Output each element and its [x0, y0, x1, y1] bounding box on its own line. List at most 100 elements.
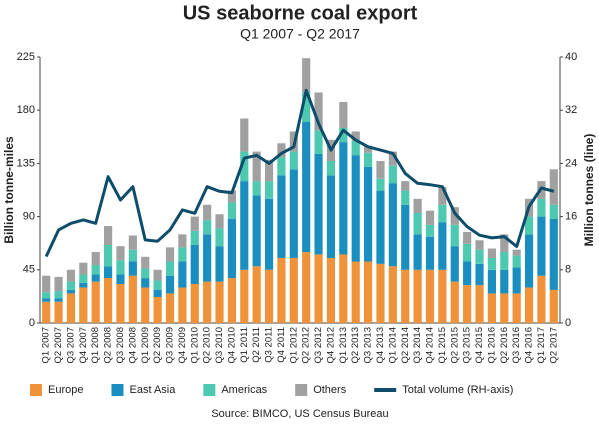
bar: [153, 280, 162, 290]
bar: [66, 293, 76, 323]
y-tick-label: 225: [17, 51, 35, 63]
bar: [438, 269, 447, 323]
bar: [463, 231, 472, 244]
bar: [302, 58, 311, 93]
bar: [252, 195, 261, 267]
bar: [66, 289, 76, 294]
x-tick-label: Q1 2008: [90, 327, 101, 363]
x-tick-label: Q1 2017: [536, 327, 547, 363]
bar: [549, 289, 558, 323]
bar: [512, 293, 521, 323]
bar: [42, 275, 51, 293]
bar: [227, 190, 236, 203]
bar: [104, 226, 113, 245]
x-tick-label: Q3 2012: [313, 327, 324, 363]
bar: [190, 244, 199, 284]
bar: [54, 301, 63, 323]
bar: [537, 275, 546, 323]
bar: [388, 165, 397, 184]
bar: [549, 204, 558, 219]
y2-tick-label: 40: [565, 51, 577, 63]
bar: [91, 252, 100, 266]
line: [44, 88, 555, 258]
x-tick-label: Q1 2013: [338, 327, 349, 363]
x-tick-label: Q2 2008: [103, 327, 114, 363]
x-tick-label: Q4 2007: [78, 327, 89, 363]
bar: [487, 269, 496, 294]
bar: [302, 92, 311, 123]
bar: [351, 155, 360, 262]
bar: [277, 175, 286, 258]
bar: [116, 283, 125, 323]
bar: [153, 289, 162, 297]
legend-label: Europe: [48, 384, 83, 396]
bar: [351, 261, 360, 323]
bar: [190, 283, 199, 323]
bar: [141, 278, 150, 288]
bar: [91, 265, 100, 275]
bar: [227, 218, 236, 279]
bar: [264, 181, 274, 199]
bar: [413, 269, 422, 323]
legend-marker: [203, 384, 216, 396]
bar: [79, 262, 88, 275]
bar: [475, 263, 484, 286]
bar: [463, 261, 472, 286]
bar: [549, 218, 558, 290]
legend-label: Others: [313, 384, 347, 396]
bar: [438, 204, 447, 223]
bar: [512, 267, 521, 294]
y2-tick-label: 24: [565, 157, 577, 169]
bar: [91, 274, 100, 282]
y2-axis-label: Million tonnes (line): [582, 134, 596, 247]
chart-subtitle: Q1 2007 - Q2 2017: [240, 26, 360, 42]
x-tick-label: Q1 2012: [288, 327, 299, 363]
x-tick-label: Q3 2010: [214, 327, 225, 363]
bar: [314, 254, 323, 323]
bar: [450, 224, 459, 247]
bar: [450, 246, 459, 282]
y-tick-label: 135: [17, 157, 35, 169]
bar: [326, 175, 336, 258]
bar: [289, 169, 298, 258]
bar: [203, 204, 212, 221]
x-tick-label: Q3 2015: [462, 327, 473, 363]
bar: [264, 159, 274, 182]
x-tick-label: Q2 2013: [350, 327, 361, 363]
bar: [500, 269, 509, 294]
bar: [339, 101, 348, 128]
y-tick-label: 90: [23, 211, 35, 223]
bar: [116, 274, 125, 284]
bar: [500, 293, 509, 323]
bar: [104, 244, 113, 267]
bar: [215, 228, 224, 247]
x-tick-label: Q3 2009: [165, 327, 176, 363]
bar: [364, 261, 373, 323]
bar: [203, 281, 212, 323]
bar: [264, 198, 274, 270]
legend-marker: [295, 384, 308, 396]
bar: [524, 234, 534, 288]
bar: [141, 287, 150, 323]
bar: [413, 198, 422, 214]
x-tick-label: Q2 2015: [449, 327, 460, 363]
bar: [450, 281, 459, 323]
bar: [401, 204, 410, 270]
x-tick-label: Q4 2008: [127, 327, 138, 363]
x-tick-label: Q1 2015: [437, 327, 448, 363]
bar: [289, 151, 298, 170]
y2-tick-label: 16: [565, 211, 577, 223]
bar: [277, 143, 286, 158]
legend-label: Total volume (RH-axis): [402, 384, 513, 396]
x-tick-label: Q4 2012: [325, 327, 336, 363]
bar: [240, 269, 249, 323]
bar: [425, 236, 435, 270]
bar: [178, 247, 187, 262]
x-tick-label: Q2 2007: [53, 327, 64, 363]
bar: [326, 257, 336, 323]
bar: [178, 287, 187, 323]
bar: [252, 266, 261, 323]
bar: [401, 181, 410, 191]
bar: [463, 243, 472, 262]
bar: [438, 222, 447, 270]
